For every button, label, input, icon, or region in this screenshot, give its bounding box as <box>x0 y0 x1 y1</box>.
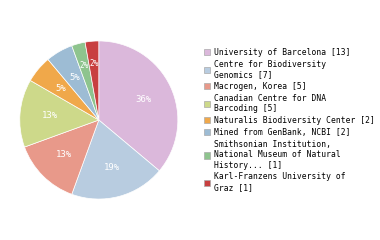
Wedge shape <box>72 42 99 120</box>
Wedge shape <box>25 120 99 194</box>
Text: 19%: 19% <box>103 163 120 172</box>
Text: 5%: 5% <box>56 84 66 93</box>
Text: 13%: 13% <box>42 111 58 120</box>
Wedge shape <box>48 46 99 120</box>
Wedge shape <box>30 60 99 120</box>
Text: 2%: 2% <box>89 59 98 68</box>
Wedge shape <box>85 41 99 120</box>
Wedge shape <box>99 41 178 171</box>
Text: 13%: 13% <box>56 150 72 159</box>
Wedge shape <box>72 120 159 199</box>
Legend: University of Barcelona [13], Centre for Biodiversity
Genomics [7], Macrogen, Ko: University of Barcelona [13], Centre for… <box>202 46 377 194</box>
Text: 5%: 5% <box>69 73 80 82</box>
Text: 2%: 2% <box>79 60 89 70</box>
Wedge shape <box>20 80 99 147</box>
Text: 36%: 36% <box>135 95 151 104</box>
